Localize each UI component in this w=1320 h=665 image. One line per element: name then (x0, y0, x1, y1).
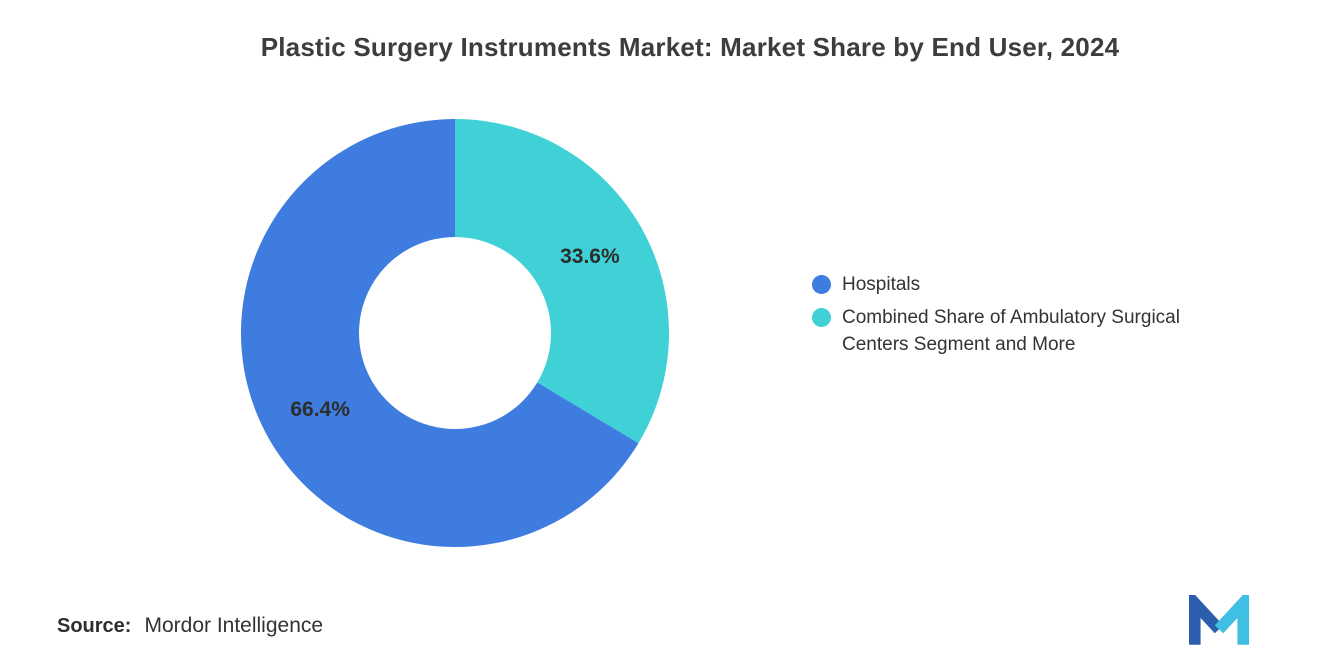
legend-swatch-combined-share (812, 308, 831, 327)
legend-item-hospitals[interactable]: Hospitals (812, 271, 1282, 298)
logo-right-stroke (1214, 595, 1250, 645)
mordor-logo-mark-icon (1188, 595, 1250, 645)
legend-label-combined-share: Combined Share of Ambulatory Surgical Ce… (842, 307, 1180, 355)
donut-slice-1[interactable] (455, 119, 669, 444)
donut-chart: 66.4% 33.6% (240, 118, 670, 548)
source-label: Source: (57, 615, 132, 637)
source-note: Source: Mordor Intelligence (57, 614, 323, 638)
donut-svg: 66.4% 33.6% (240, 119, 669, 547)
source-value: Mordor Intelligence (144, 614, 324, 637)
legend-swatch-hospitals (812, 275, 831, 294)
donut-slice-0[interactable] (240, 119, 639, 547)
logo-left-stroke (1188, 595, 1224, 645)
chart-title: Plastic Surgery Instruments Market: Mark… (260, 32, 1120, 62)
chart-legend: Hospitals Combined Share of Ambulatory S… (812, 271, 1282, 358)
legend-item-combined-share[interactable]: Combined Share of Ambulatory Surgical Ce… (812, 304, 1282, 358)
slice-data-label-0: 66.4% (290, 398, 350, 421)
legend-label-hospitals: Hospitals (842, 274, 921, 295)
mordor-intelligence-logo (1188, 595, 1250, 650)
slice-data-label-1: 33.6% (560, 245, 620, 268)
